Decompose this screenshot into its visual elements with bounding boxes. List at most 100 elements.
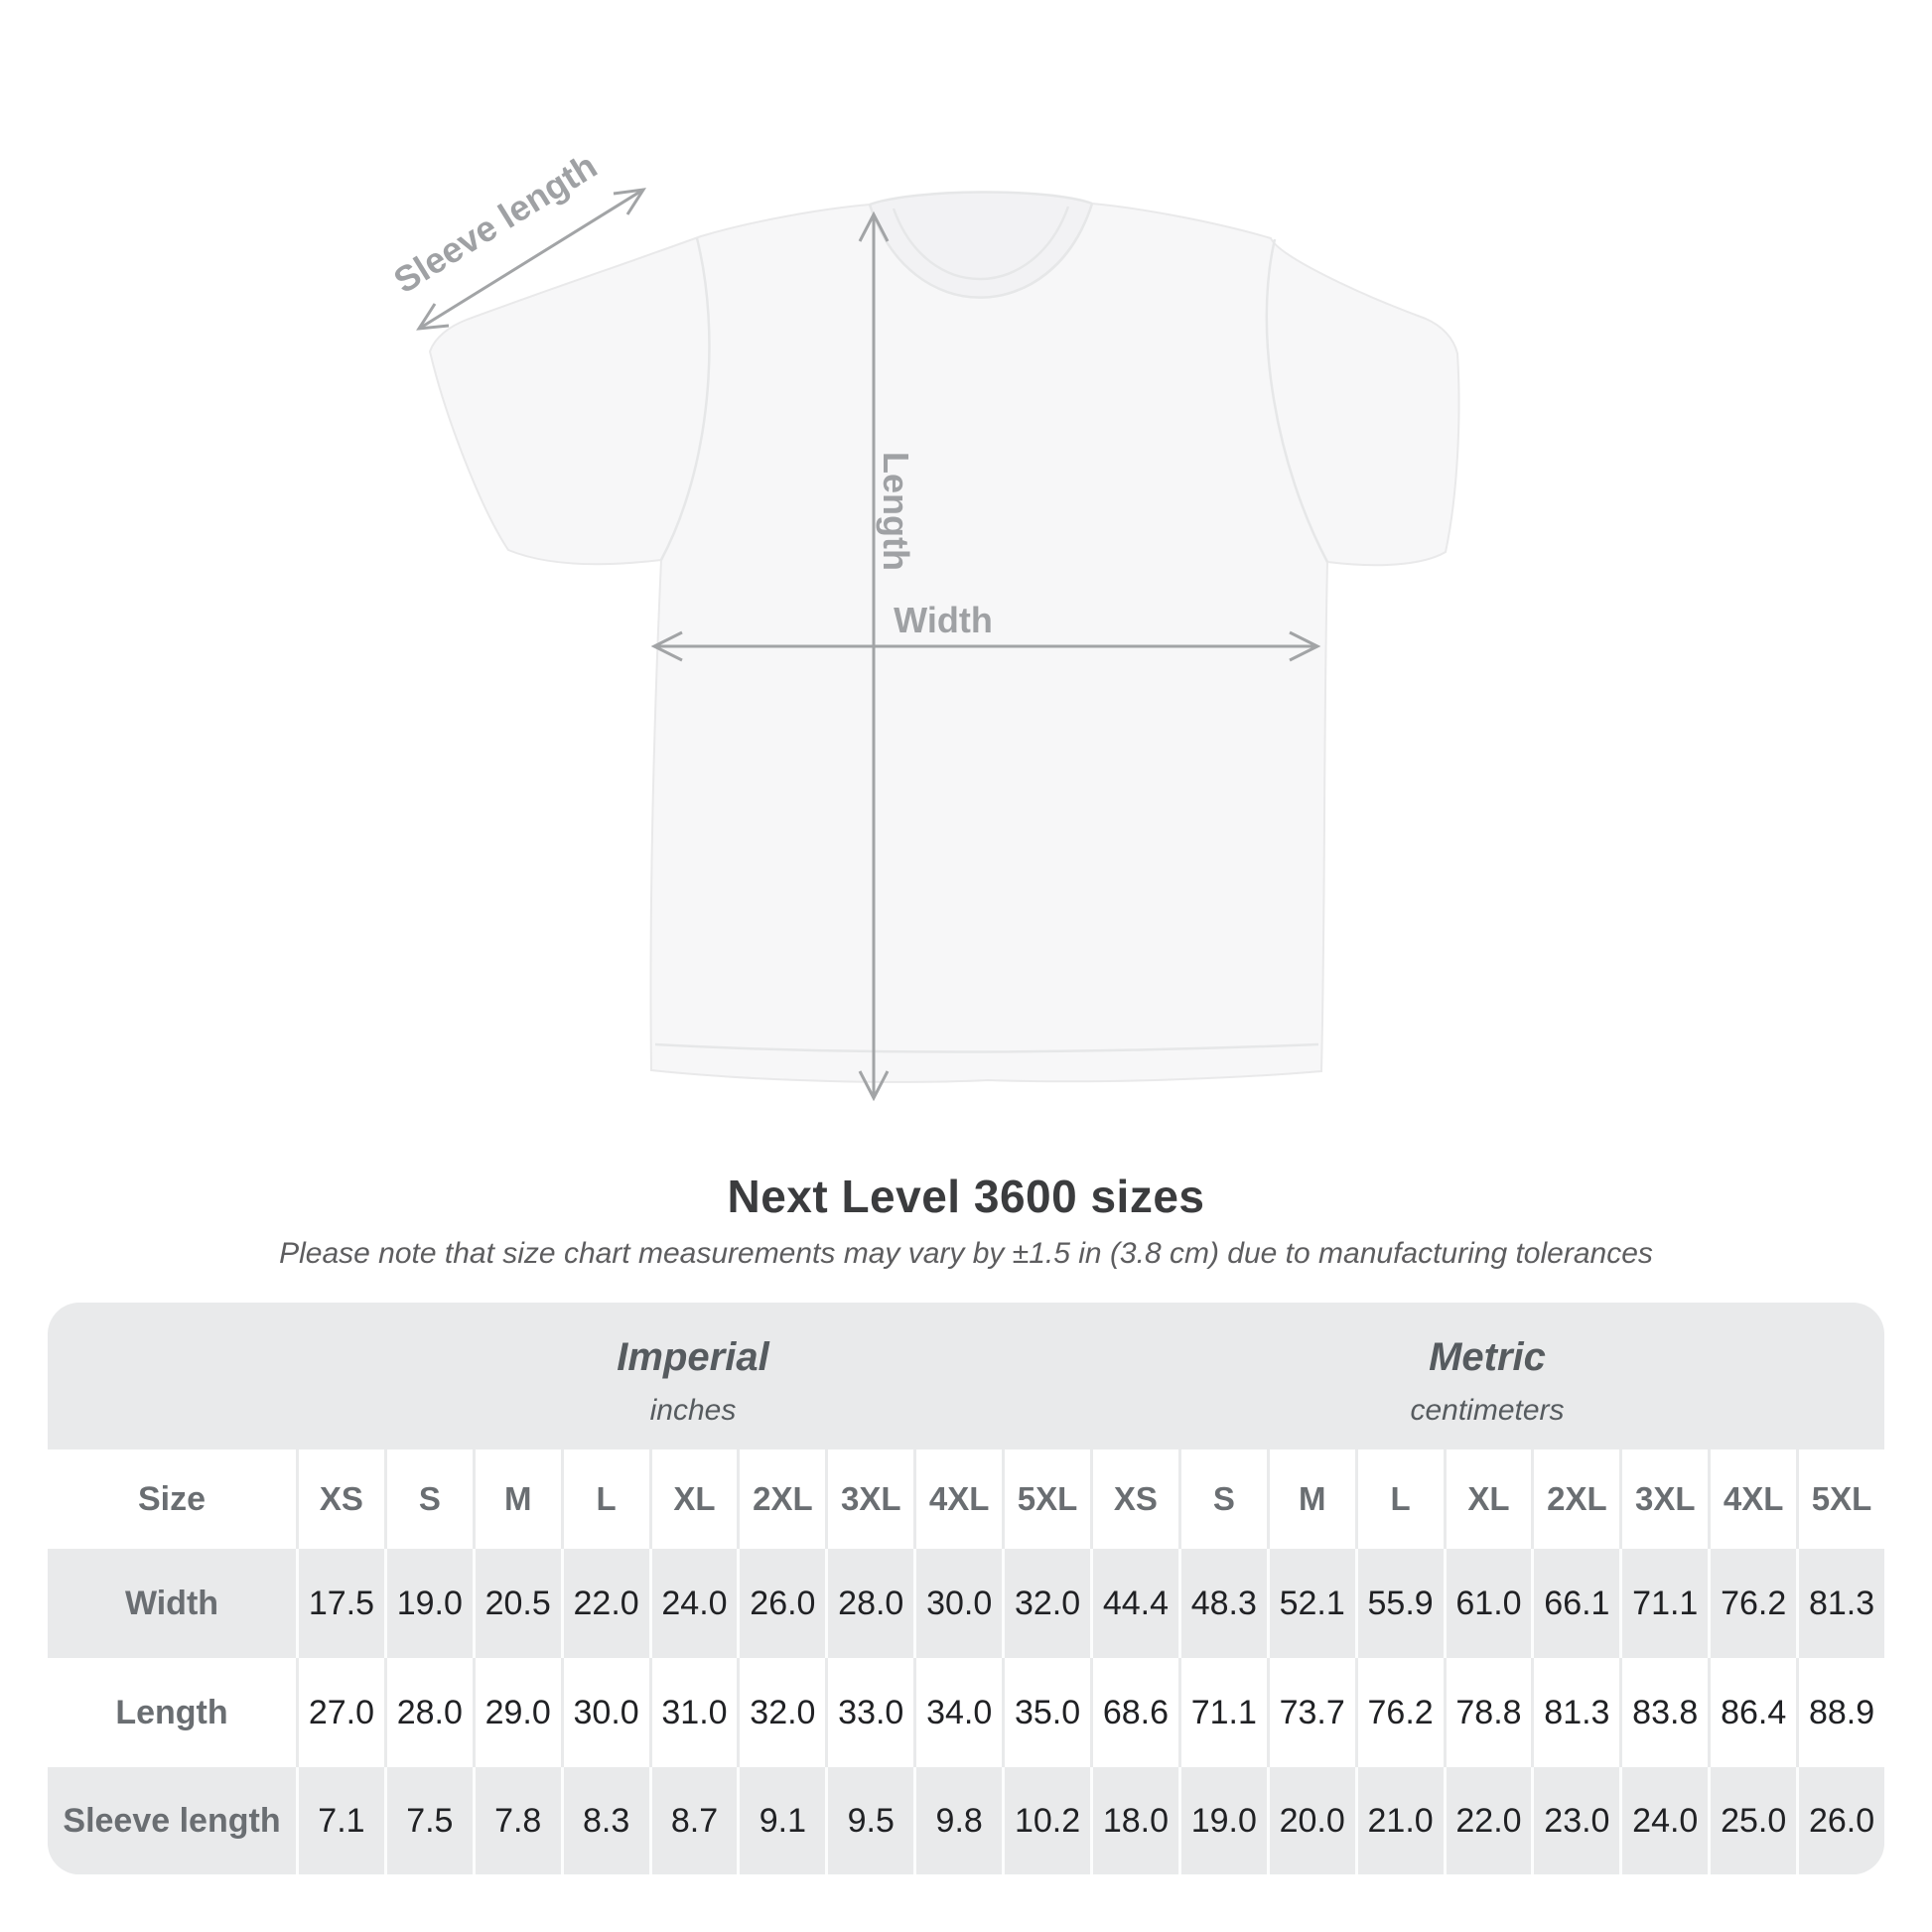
size-header-imperial: S (383, 1449, 473, 1549)
hem-stitch-line (654, 1042, 1319, 1053)
value-cell: 27.0 (296, 1658, 384, 1767)
value-cell: 8.7 (648, 1767, 738, 1874)
size-header-row: Size XS S M L XL 2XL 3XL 4XL 5XL XS S M L XL 2XL 3XL 4XL 5… (48, 1449, 1884, 1549)
value-cell: 19.0 (1177, 1767, 1267, 1874)
collar-top-line (869, 191, 1093, 207)
table-row: Width 17.5 19.0 20.5 22.0 24.0 26.0 28.0 30.0 32.… (48, 1549, 1884, 1658)
left-sleeve-seam (659, 237, 711, 561)
page-title: Next Level 3600 sizes (727, 1171, 1205, 1222)
size-header-imperial: 2XL (737, 1449, 825, 1549)
value-cell: 25.0 (1708, 1767, 1796, 1874)
value-cell: 9.5 (825, 1767, 913, 1874)
value-cell: 83.8 (1619, 1658, 1708, 1767)
width-label: Width (894, 600, 993, 640)
sleeve-length-label: Sleeve length (386, 145, 604, 301)
value-cell: 32.0 (1002, 1549, 1090, 1658)
value-cell: 7.1 (296, 1767, 384, 1874)
value-cell: 17.5 (296, 1549, 384, 1658)
value-cell: 78.8 (1443, 1658, 1532, 1767)
imperial-section-header: Imperial inches (296, 1303, 1090, 1449)
size-header-metric: 4XL (1708, 1449, 1796, 1549)
value-cell: 18.0 (1089, 1767, 1178, 1874)
value-cell: 24.0 (648, 1549, 738, 1658)
value-cell: 26.0 (1796, 1767, 1884, 1874)
value-cell: 20.5 (472, 1549, 561, 1658)
size-header-imperial: L (560, 1449, 649, 1549)
units-header-row: Imperial inches Metric centimeters (48, 1303, 1884, 1449)
value-cell: 34.0 (913, 1658, 1002, 1767)
value-cell: 31.0 (648, 1658, 738, 1767)
value-cell: 32.0 (737, 1658, 825, 1767)
value-cell: 52.1 (1266, 1549, 1355, 1658)
length-label: Length (876, 452, 916, 571)
size-grid: Size XS S M L XL 2XL 3XL 4XL 5XL XS S M L XL 2XL 3XL 4XL 5… (48, 1449, 1884, 1874)
collar-opening (870, 192, 1092, 298)
size-header-metric: XL (1443, 1449, 1532, 1549)
collar-inner-line (892, 206, 1070, 281)
value-cell: 9.8 (913, 1767, 1002, 1874)
value-cell: 48.3 (1177, 1549, 1267, 1658)
size-header-metric: XS (1089, 1449, 1178, 1549)
row-label: Length (115, 1693, 228, 1731)
tshirt-body (428, 202, 1460, 1083)
value-cell: 10.2 (1002, 1767, 1090, 1874)
units-corner (48, 1303, 296, 1449)
value-cell: 55.9 (1354, 1549, 1444, 1658)
value-cell: 21.0 (1354, 1767, 1444, 1874)
value-cell: 71.1 (1619, 1549, 1708, 1658)
table-row: Length 27.0 28.0 29.0 30.0 31.0 32.0 33.0 34.0 35… (48, 1658, 1884, 1767)
value-cell: 22.0 (560, 1549, 649, 1658)
value-cell: 29.0 (472, 1658, 561, 1767)
value-cell: 88.9 (1796, 1658, 1884, 1767)
length-arrow (858, 210, 890, 1102)
metric-section-header: Metric centimeters (1090, 1303, 1884, 1449)
value-cell: 7.5 (383, 1767, 473, 1874)
size-header-metric: S (1177, 1449, 1267, 1549)
size-column-header: Size (137, 1479, 207, 1518)
value-cell: 44.4 (1089, 1549, 1178, 1658)
value-cell: 81.3 (1531, 1658, 1619, 1767)
value-cell: 71.1 (1177, 1658, 1267, 1767)
value-cell: 81.3 (1796, 1549, 1884, 1658)
size-header-metric: M (1266, 1449, 1355, 1549)
value-cell: 9.1 (737, 1767, 825, 1874)
imperial-title: Imperial (617, 1334, 769, 1379)
size-header-imperial: 3XL (825, 1449, 913, 1549)
right-sleeve-seam (1265, 238, 1329, 563)
value-cell: 35.0 (1002, 1658, 1090, 1767)
size-header-imperial: 5XL (1002, 1449, 1090, 1549)
value-cell: 33.0 (825, 1658, 913, 1767)
value-cell: 68.6 (1089, 1658, 1178, 1767)
value-cell: 76.2 (1708, 1549, 1796, 1658)
value-cell: 22.0 (1443, 1767, 1532, 1874)
value-cell: 8.3 (560, 1767, 649, 1874)
value-cell: 7.8 (472, 1767, 561, 1874)
value-cell: 61.0 (1443, 1549, 1532, 1658)
size-header-metric: 3XL (1619, 1449, 1708, 1549)
sleeve-length-arrow (416, 188, 647, 331)
value-cell: 30.0 (913, 1549, 1002, 1658)
metric-title: Metric (1429, 1334, 1546, 1379)
value-cell: 86.4 (1708, 1658, 1796, 1767)
metric-subtitle: centimeters (1410, 1393, 1565, 1427)
value-cell: 24.0 (1619, 1767, 1708, 1874)
value-cell: 66.1 (1531, 1549, 1619, 1658)
value-cell: 20.0 (1266, 1767, 1355, 1874)
page-subtitle: Please note that size chart measurements… (279, 1237, 1653, 1270)
size-header-imperial: XL (648, 1449, 738, 1549)
row-label: Sleeve length (63, 1801, 281, 1840)
size-header-metric: L (1354, 1449, 1444, 1549)
size-header-imperial: M (472, 1449, 561, 1549)
value-cell: 76.2 (1354, 1658, 1444, 1767)
width-arrow (650, 630, 1321, 662)
value-cell: 19.0 (383, 1549, 473, 1658)
value-cell: 26.0 (737, 1549, 825, 1658)
size-table: Imperial inches Metric centimeters Size X… (48, 1303, 1884, 1874)
collar-outer-line (868, 203, 1094, 299)
size-header-metric: 2XL (1531, 1449, 1619, 1549)
size-header-imperial: XS (296, 1449, 384, 1549)
size-header-metric: 5XL (1796, 1449, 1884, 1549)
value-cell: 30.0 (560, 1658, 649, 1767)
size-header-imperial: 4XL (913, 1449, 1002, 1549)
